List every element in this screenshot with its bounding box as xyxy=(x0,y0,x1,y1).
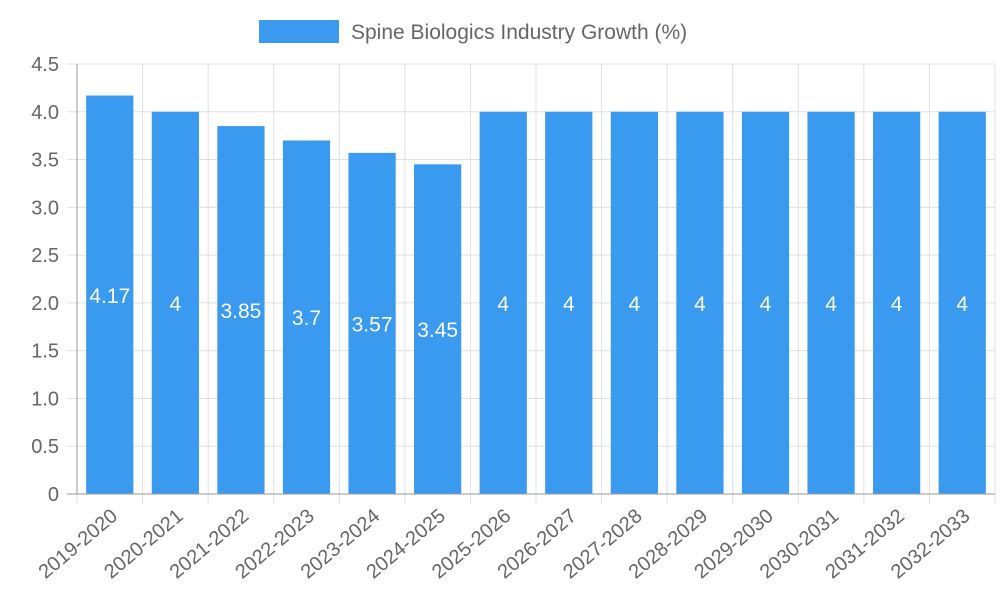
grid xyxy=(67,63,996,504)
y-tick-label: 2.5 xyxy=(31,245,59,267)
y-tick-label: 3.0 xyxy=(31,197,59,219)
legend-swatch xyxy=(259,20,339,43)
bar xyxy=(282,140,331,494)
legend-label: Spine Biologics Industry Growth (%) xyxy=(351,21,687,44)
y-tick-label: 0.5 xyxy=(31,436,59,458)
data-label: 3.7 xyxy=(292,307,321,330)
y-tick-label: 4.5 xyxy=(31,54,59,76)
y-tick-label: 2.0 xyxy=(31,293,59,315)
bar xyxy=(151,111,199,495)
data-labels: 4.17 4 3.85 3.7 3.57 3.45 4 4 4 4 4 4 4 4 xyxy=(89,285,968,342)
bar xyxy=(610,111,658,495)
data-label: 4 xyxy=(563,293,575,316)
bar xyxy=(217,126,265,494)
bar xyxy=(676,111,724,495)
data-label: 4 xyxy=(170,293,182,316)
bar xyxy=(86,95,134,495)
axes xyxy=(67,64,995,495)
bar xyxy=(807,111,855,495)
y-axis-ticks: 0 0.5 1.0 1.5 2.0 2.5 3.0 3.5 4.0 4.5 xyxy=(31,54,59,506)
bar xyxy=(741,111,790,495)
y-tick-label: 3.5 xyxy=(31,150,59,172)
data-label: 4.17 xyxy=(89,285,130,308)
data-label: 4 xyxy=(694,293,706,316)
y-tick-label: 1.5 xyxy=(31,341,59,363)
data-label: 4 xyxy=(891,293,903,316)
bar xyxy=(479,111,527,495)
bar xyxy=(938,111,986,495)
data-label: 3.45 xyxy=(417,319,458,342)
legend: Spine Biologics Industry Growth (%) xyxy=(259,20,687,44)
data-label: 4 xyxy=(497,293,509,316)
data-label: 3.57 xyxy=(352,313,393,336)
data-label: 4 xyxy=(760,293,772,316)
data-label: 4 xyxy=(956,293,968,316)
data-label: 4 xyxy=(629,293,641,316)
data-label: 4 xyxy=(825,293,837,316)
bar xyxy=(348,152,396,494)
y-tick-label: 0 xyxy=(48,484,59,506)
data-label: 3.85 xyxy=(220,300,261,323)
bar xyxy=(545,111,593,495)
y-tick-label: 1.0 xyxy=(31,388,59,410)
bar xyxy=(873,111,921,495)
bar xyxy=(414,164,462,495)
x-axis-ticks: 2019-20202020-20212021-20222022-20232023… xyxy=(35,505,975,583)
y-tick-label: 4.0 xyxy=(31,102,59,124)
bars xyxy=(86,95,986,495)
